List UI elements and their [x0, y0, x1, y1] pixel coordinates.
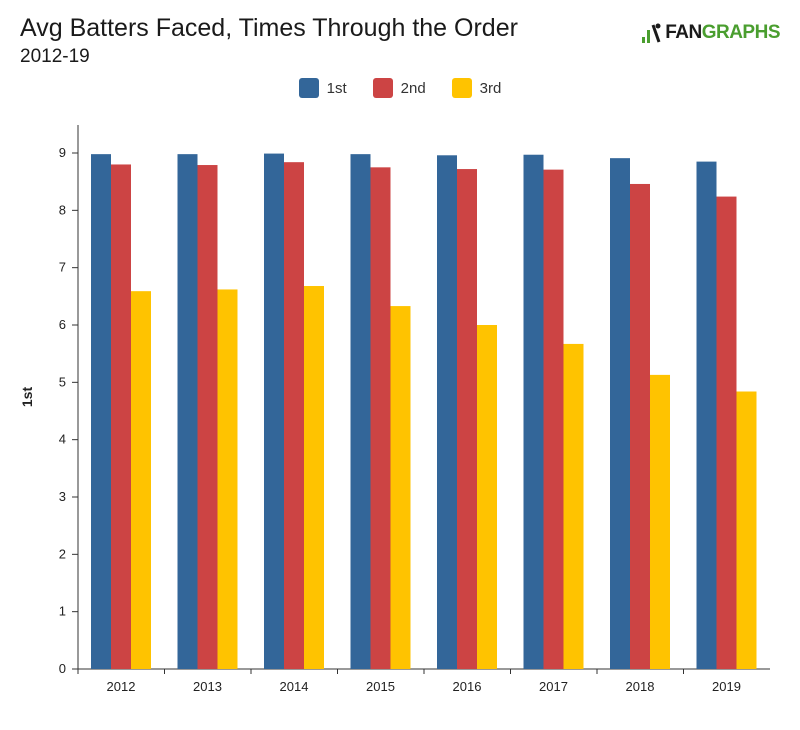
bar-2nd-2019[interactable]	[716, 196, 737, 669]
bar-1st-2018[interactable]	[610, 158, 630, 669]
y-axis-title: 1st	[19, 387, 35, 408]
y-tick-label: 3	[59, 489, 66, 504]
legend-item-3rd[interactable]: 3rd	[451, 78, 502, 98]
legend: 1st 2nd 3rd	[0, 78, 800, 98]
legend-label-1st: 1st	[326, 79, 347, 97]
bar-1st-2015[interactable]	[350, 154, 371, 669]
chart-subtitle: 2012-19	[20, 46, 90, 67]
y-tick-label: 1	[59, 604, 66, 619]
legend-swatch-3rd	[451, 78, 472, 98]
bar-2nd-2018[interactable]	[630, 183, 650, 669]
bar-1st-2013[interactable]	[177, 154, 198, 669]
y-tick-label: 6	[59, 317, 66, 332]
bar-3rd-2015[interactable]	[390, 306, 411, 669]
batter-icon	[642, 23, 661, 43]
legend-item-1st[interactable]: 1st	[298, 78, 347, 98]
bar-1st-2017[interactable]	[523, 154, 544, 670]
y-tick-label: 0	[59, 661, 66, 676]
legend-label-3rd: 3rd	[479, 79, 502, 97]
x-tick-label: 2016	[453, 679, 482, 694]
chart-title: Avg Batters Faced, Times Through the Ord…	[20, 14, 518, 42]
x-tick-label: 2015	[366, 679, 395, 694]
bar-1st-2014[interactable]	[264, 153, 284, 669]
x-tick-label: 2017	[539, 679, 568, 694]
bar-3rd-2017[interactable]	[563, 343, 584, 669]
legend-swatch-2nd	[372, 78, 393, 98]
bar-2nd-2012[interactable]	[111, 164, 131, 669]
y-tick-label: 4	[59, 432, 66, 447]
y-tick-label: 9	[59, 145, 66, 160]
x-tick-label: 2014	[280, 679, 309, 694]
bar-1st-2012[interactable]	[91, 154, 111, 669]
legend-swatch-1st	[298, 78, 319, 98]
y-tick-label: 2	[59, 546, 66, 561]
x-tick-label: 2019	[712, 679, 741, 694]
bar-2nd-2015[interactable]	[370, 167, 391, 670]
bar-2nd-2014[interactable]	[284, 162, 304, 669]
bar-1st-2016[interactable]	[437, 155, 457, 669]
bar-2nd-2016[interactable]	[457, 169, 477, 669]
fangraphs-logo[interactable]: FAN GRAPHS	[641, 20, 781, 46]
legend-label-2nd: 2nd	[400, 79, 426, 97]
y-tick-label: 7	[59, 260, 66, 275]
logo-graphs-text: GRAPHS	[701, 22, 781, 43]
bar-3rd-2019[interactable]	[736, 391, 757, 669]
bar-3rd-2012[interactable]	[131, 291, 151, 669]
y-tick-label: 5	[59, 374, 66, 389]
bar-2nd-2017[interactable]	[543, 169, 564, 670]
bar-2nd-2013[interactable]	[197, 165, 218, 670]
plot-area: 0 1 2 3 4 5 6 7 8 9 1st 2012 2013 2014 2015 2016 2017 201…	[19, 125, 770, 694]
bar-3rd-2014[interactable]	[304, 286, 324, 669]
x-tick-label: 2018	[626, 679, 655, 694]
y-tick-label: 8	[59, 202, 66, 217]
bar-3rd-2013[interactable]	[217, 289, 238, 669]
x-tick-label: 2012	[107, 679, 136, 694]
x-tick-label: 2013	[193, 679, 222, 694]
legend-item-2nd[interactable]: 2nd	[372, 78, 426, 98]
logo-fan-text: FAN	[665, 22, 702, 43]
bar-1st-2019[interactable]	[696, 161, 717, 669]
bar-3rd-2016[interactable]	[477, 325, 497, 669]
bar-3rd-2018[interactable]	[650, 374, 670, 669]
